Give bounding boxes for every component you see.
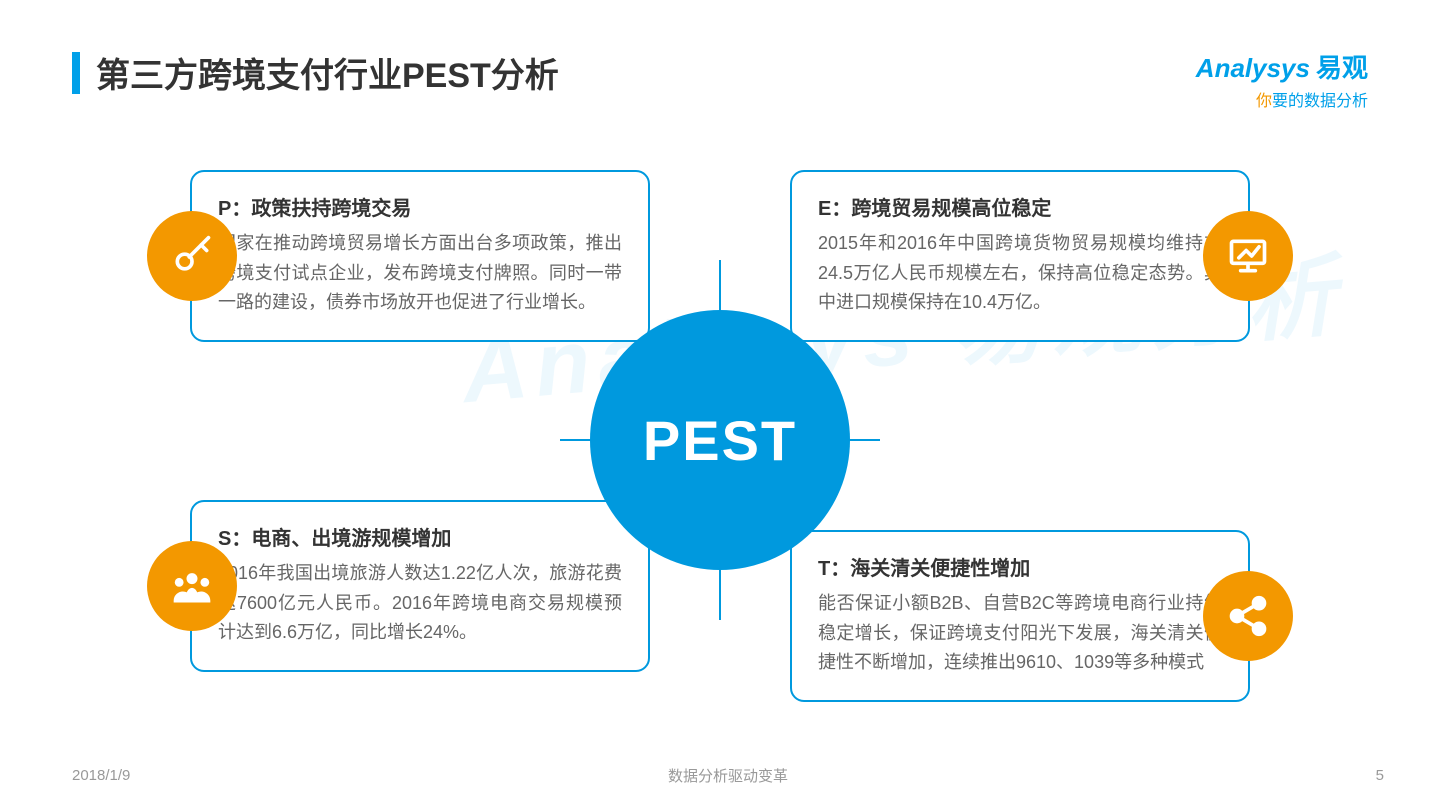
users-icon: [147, 541, 237, 631]
title-accent-bar: [72, 52, 80, 94]
logo-main: Analysys易观: [1196, 48, 1368, 85]
quadrant-e-body: 2015年和2016年中国跨境货物贸易规模均维持在24.5万亿人民币规模左右，保…: [818, 229, 1222, 318]
logo-sub-tail: 要的数据分析: [1272, 93, 1368, 110]
slide-title: 第三方跨境支付行业PEST分析: [96, 48, 559, 97]
quadrant-s-title: S：电商、出境游规模增加: [218, 522, 622, 551]
quadrant-t-body: 能否保证小额B2B、自营B2C等跨境电商行业持续稳定增长，保证跨境支付阳光下发展…: [818, 589, 1222, 678]
footer-page: 5: [1376, 767, 1384, 784]
presentation-icon: [1203, 211, 1293, 301]
quadrant-t: T：海关清关便捷性增加 能否保证小额B2B、自营B2C等跨境电商行业持续稳定增长…: [790, 530, 1250, 702]
pest-center-label: PEST: [643, 408, 797, 473]
quadrant-t-title: T：海关清关便捷性增加: [818, 552, 1222, 581]
share-icon: [1203, 571, 1293, 661]
quadrant-p-title: P：政策扶持跨境交易: [218, 192, 622, 221]
key-icon: [147, 211, 237, 301]
quadrant-p: P：政策扶持跨境交易 国家在推动跨境贸易增长方面出台多项政策，推出跨境支付试点企…: [190, 170, 650, 342]
logo-cn: 易观: [1316, 53, 1368, 83]
quadrant-e-title: E：跨境贸易规模高位稳定: [818, 192, 1222, 221]
pest-center-circle: PEST: [590, 310, 850, 570]
footer-center: 数据分析驱动变革: [668, 765, 788, 786]
logo-en: Analysys: [1196, 53, 1310, 83]
footer-date: 2018/1/9: [72, 767, 130, 784]
quadrant-s: S：电商、出境游规模增加 2016年我国出境旅游人数达1.22亿人次，旅游花费达…: [190, 500, 650, 672]
quadrant-s-body: 2016年我国出境旅游人数达1.22亿人次，旅游花费达7600亿元人民币。201…: [218, 559, 622, 648]
pest-diagram: PEST P：政策扶持跨境交易 国家在推动跨境贸易增长方面出台多项政策，推出跨境…: [0, 160, 1440, 720]
title-wrap: 第三方跨境支付行业PEST分析: [72, 48, 559, 97]
quadrant-p-body: 国家在推动跨境贸易增长方面出台多项政策，推出跨境支付试点企业，发布跨境支付牌照。…: [218, 229, 622, 318]
slide-header: 第三方跨境支付行业PEST分析 Analysys易观 你要的数据分析: [72, 48, 1368, 111]
quadrant-e: E：跨境贸易规模高位稳定 2015年和2016年中国跨境货物贸易规模均维持在24…: [790, 170, 1250, 342]
analysys-logo: Analysys易观 你要的数据分析: [1196, 48, 1368, 111]
logo-sub-lead: 你: [1256, 93, 1272, 110]
logo-tagline: 你要的数据分析: [1196, 87, 1368, 111]
slide-footer: 2018/1/9 数据分析驱动变革 5: [72, 767, 1384, 784]
